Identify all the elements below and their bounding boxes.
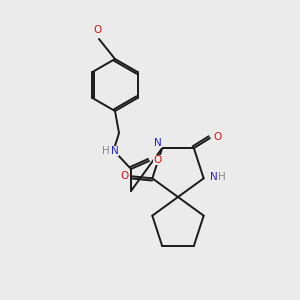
Text: O: O — [120, 171, 128, 181]
Text: O: O — [153, 155, 161, 165]
Text: H: H — [218, 172, 226, 182]
Text: H: H — [102, 146, 110, 156]
Text: N: N — [111, 146, 119, 156]
Text: O: O — [94, 25, 102, 35]
Text: N: N — [154, 138, 162, 148]
Text: O: O — [214, 132, 222, 142]
Text: N: N — [210, 172, 218, 182]
